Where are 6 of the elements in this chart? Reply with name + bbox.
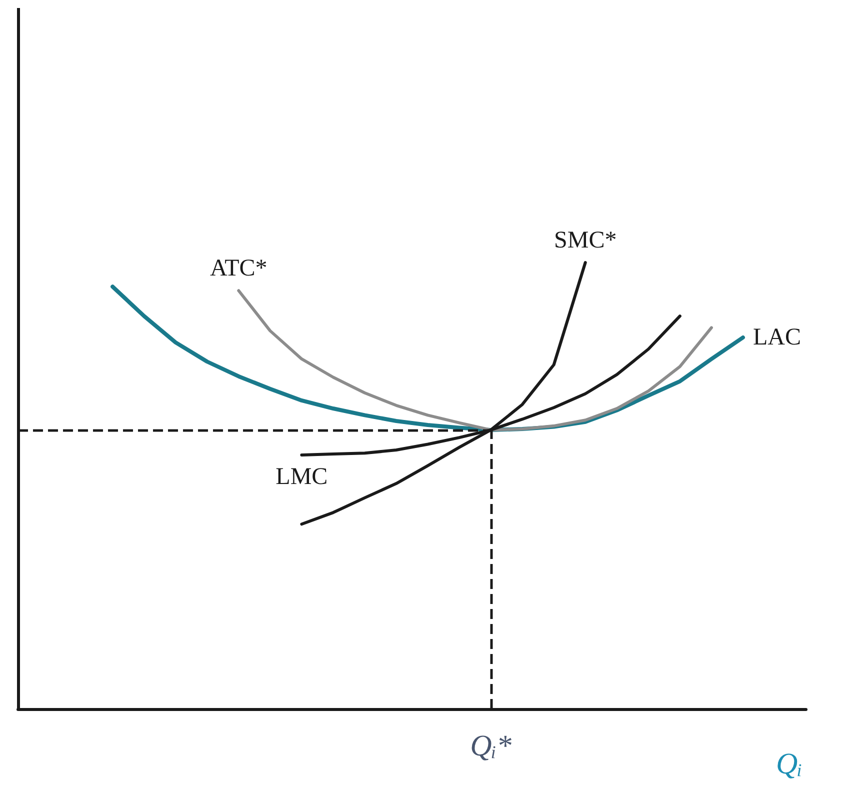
series-label: ATC* bbox=[210, 256, 268, 282]
series-label: LAC bbox=[752, 324, 801, 351]
x-axis-title: Qᵢ bbox=[776, 748, 802, 780]
series-label: LMC bbox=[276, 464, 328, 490]
series-label: SMC* bbox=[554, 228, 617, 254]
text: Qᵢ* bbox=[470, 730, 512, 762]
